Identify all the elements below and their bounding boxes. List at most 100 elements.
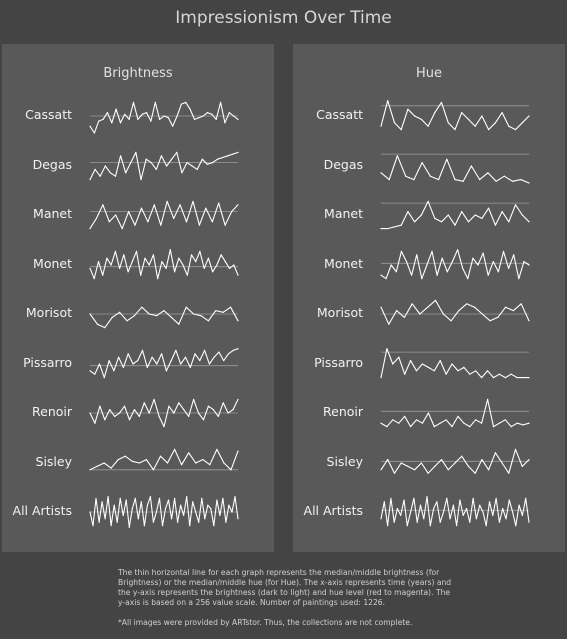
data-point	[434, 299, 437, 301]
data-point	[487, 171, 489, 173]
sparkline-all-artists	[380, 496, 530, 527]
data-point	[95, 217, 97, 219]
data-point	[420, 214, 422, 216]
data-point	[413, 497, 415, 499]
data-point	[195, 511, 197, 513]
data-point	[400, 514, 402, 516]
data-point	[458, 310, 460, 312]
data-point	[393, 472, 396, 474]
data-point	[178, 402, 180, 404]
data-point	[113, 369, 115, 371]
data-point	[479, 504, 481, 506]
data-point	[508, 472, 510, 474]
artist-label-renoir: Renoir	[323, 404, 363, 419]
data-point	[178, 257, 180, 259]
data-point	[218, 351, 220, 353]
data-point	[427, 412, 429, 414]
data-point	[138, 415, 140, 417]
data-point	[441, 257, 443, 259]
data-point	[380, 306, 382, 308]
data-point	[467, 221, 470, 223]
data-point	[392, 419, 394, 421]
data-point	[400, 224, 402, 226]
series-line-all-artists	[89, 496, 239, 528]
data-point	[98, 362, 101, 365]
data-point	[419, 504, 422, 506]
data-point	[195, 461, 197, 464]
data-point	[447, 214, 449, 216]
data-point	[89, 267, 91, 269]
data-point	[166, 164, 168, 167]
data-point	[380, 518, 382, 520]
data-point	[462, 180, 464, 182]
data-point	[518, 504, 520, 506]
data-point	[398, 356, 400, 358]
artist-label-manet: Manet	[33, 206, 72, 221]
data-point	[414, 115, 416, 117]
data-point	[385, 277, 387, 279]
data-point	[433, 369, 435, 371]
data-point	[94, 422, 96, 424]
data-point	[230, 306, 232, 308]
series-line-pissarro	[89, 347, 239, 378]
data-point	[224, 122, 226, 124]
data-point	[206, 163, 208, 165]
data-point	[137, 359, 139, 361]
data-point	[503, 175, 505, 177]
data-point	[232, 153, 234, 155]
data-point	[386, 347, 388, 349]
sparkline-morisot	[380, 299, 530, 325]
data-point	[158, 415, 160, 417]
data-point	[489, 320, 491, 322]
data-point	[450, 320, 452, 322]
data-point	[457, 248, 459, 250]
data-point	[231, 511, 233, 513]
data-point	[119, 267, 121, 269]
data-point	[174, 497, 176, 499]
data-point	[207, 405, 209, 407]
data-point	[237, 518, 239, 520]
data-point	[110, 467, 112, 469]
data-point	[115, 214, 117, 216]
data-point	[427, 200, 429, 202]
data-point	[454, 178, 456, 180]
data-point	[150, 161, 152, 163]
data-point	[216, 448, 218, 450]
data-point	[185, 306, 187, 308]
data-point	[199, 250, 201, 252]
data-point	[104, 327, 106, 329]
data-point	[140, 501, 142, 503]
data-point	[475, 419, 477, 421]
data-point	[393, 122, 396, 124]
data-point	[216, 263, 218, 266]
data-point	[504, 419, 506, 421]
data-point	[388, 178, 390, 180]
data-point	[92, 525, 94, 527]
data-point	[488, 207, 490, 209]
data-point	[128, 118, 130, 120]
series-line-renoir	[380, 398, 530, 428]
data-point	[454, 461, 456, 464]
data-point	[237, 151, 239, 153]
data-point	[423, 518, 425, 520]
data-point	[222, 402, 224, 404]
data-point	[426, 263, 428, 266]
data-point	[514, 204, 517, 206]
data-point	[186, 496, 188, 498]
data-point	[410, 359, 412, 361]
artist-label-sisley: Sisley	[326, 453, 363, 469]
data-point	[152, 253, 154, 255]
data-point	[449, 518, 451, 520]
data-point	[111, 122, 113, 124]
data-point	[442, 313, 444, 315]
data-point	[210, 508, 212, 510]
data-point	[403, 499, 405, 501]
data-point	[127, 270, 129, 272]
data-point	[452, 504, 454, 506]
data-point	[440, 101, 443, 103]
data-point	[466, 303, 468, 305]
data-point	[149, 496, 151, 498]
artist-label-all-artists: All Artists	[303, 503, 363, 518]
sparkline-monet	[380, 248, 530, 279]
data-point	[462, 267, 464, 269]
